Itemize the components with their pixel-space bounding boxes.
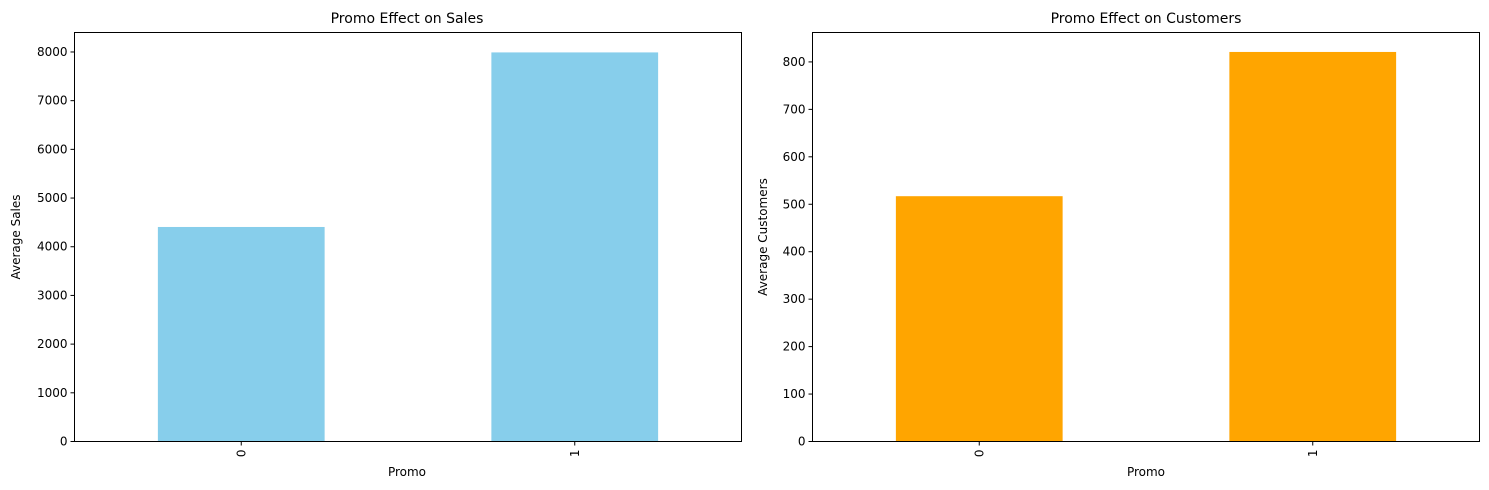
- y-tick-label: 700: [783, 102, 806, 116]
- y-tick-label: 200: [783, 340, 806, 354]
- y-tick-label: 5000: [37, 191, 68, 205]
- y-tick-label: 500: [783, 197, 806, 211]
- y-tick-label: 1000: [37, 386, 68, 400]
- bar-1: [1229, 51, 1397, 442]
- y-tick-label: 100: [783, 387, 806, 401]
- y-tick-label: 2000: [37, 337, 68, 351]
- x-tick-label: 1: [568, 450, 582, 458]
- plot-frame: [74, 32, 742, 442]
- bar-1: [491, 52, 659, 442]
- y-tick-label: 6000: [37, 142, 68, 156]
- sales-chart: Promo Effect on Sales Promo Average Sale…: [9, 11, 742, 479]
- y-tick-label: 300: [783, 292, 806, 306]
- y-tick-label: 3000: [37, 288, 68, 302]
- bar-0: [895, 196, 1063, 442]
- bars-group: [895, 51, 1397, 442]
- chart-title: Promo Effect on Customers: [1051, 11, 1242, 27]
- x-tick-label: 0: [234, 450, 248, 458]
- bar-0: [157, 226, 325, 442]
- y-tick-label: 0: [798, 435, 806, 449]
- x-axis-label: Promo: [388, 465, 426, 479]
- x-tick-label: 1: [1306, 450, 1320, 458]
- y-axis-label: Average Customers: [756, 178, 770, 296]
- y-axis-label: Average Sales: [9, 194, 23, 279]
- y-axis: 0 1000 2000 3000 4000 5000 6000 7000 8000: [37, 45, 75, 449]
- y-tick-label: 0: [60, 435, 68, 449]
- chart-title: Promo Effect on Sales: [331, 11, 484, 27]
- y-axis: 0 100 200 300 400 500 600 700 800: [783, 55, 813, 449]
- bars-group: [157, 52, 659, 442]
- y-tick-label: 8000: [37, 45, 68, 59]
- x-tick-label: 0: [972, 450, 986, 458]
- y-tick-label: 7000: [37, 94, 68, 108]
- y-tick-label: 400: [783, 245, 806, 259]
- y-tick-label: 4000: [37, 240, 68, 254]
- y-tick-label: 600: [783, 150, 806, 164]
- customers-chart: Promo Effect on Customers Promo Average …: [756, 11, 1480, 479]
- y-tick-label: 800: [783, 55, 806, 69]
- x-axis-label: Promo: [1127, 465, 1165, 479]
- plot-frame: [812, 32, 1480, 442]
